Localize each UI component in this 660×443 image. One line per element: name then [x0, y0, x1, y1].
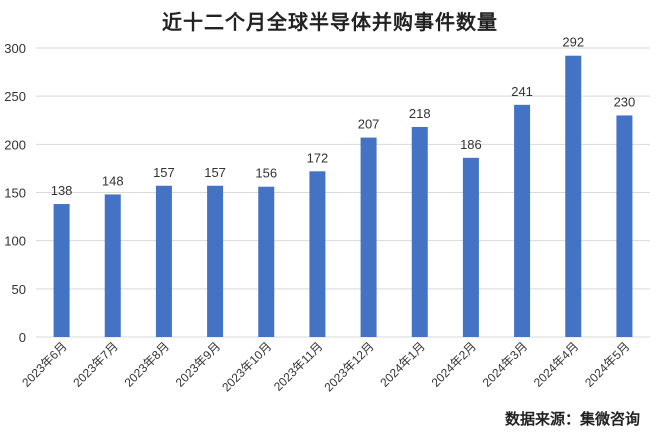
bar	[258, 186, 275, 337]
x-tick-label: 2023年6月	[19, 339, 69, 389]
bar	[207, 185, 224, 337]
bar	[155, 185, 172, 337]
bar	[462, 157, 479, 337]
bar	[616, 115, 633, 337]
data-label: 157	[204, 165, 226, 180]
source-note: 数据来源：集微咨询	[504, 410, 640, 428]
x-tick-label: 2023年8月	[122, 339, 172, 389]
y-tick-label: 300	[4, 41, 26, 56]
y-axis-tick-labels: 0 50 100 150 200 250 300	[4, 41, 26, 345]
x-tick-label: 2023年7月	[70, 339, 120, 389]
bar	[53, 204, 70, 337]
data-label: 241	[511, 84, 533, 99]
data-label: 230	[614, 94, 636, 109]
bar	[411, 126, 428, 337]
data-label: 292	[562, 35, 584, 50]
x-tick-label: 2023年12月	[322, 339, 377, 394]
chart-title: 近十二个月全球半导体并购事件数量	[162, 10, 498, 34]
data-label: 138	[51, 183, 73, 198]
data-labels: 138 148 157 157 156 172 207 218 186 241 292 230	[51, 35, 636, 198]
bar	[360, 137, 377, 337]
bar	[309, 171, 326, 337]
y-tick-label: 0	[19, 330, 26, 345]
data-label: 186	[460, 137, 482, 152]
y-tick-label: 50	[12, 282, 26, 297]
gridlines	[36, 47, 650, 338]
y-tick-label: 150	[4, 186, 26, 201]
bars	[53, 55, 633, 337]
x-tick-label: 2023年11月	[271, 339, 326, 394]
x-tick-label: 2024年2月	[429, 339, 479, 389]
x-tick-label: 2023年10月	[219, 339, 274, 394]
x-tick-label: 2024年3月	[480, 339, 530, 389]
data-label: 207	[358, 117, 380, 132]
data-label: 157	[153, 165, 175, 180]
y-tick-label: 200	[4, 137, 26, 152]
data-label: 172	[307, 150, 329, 165]
data-label: 148	[102, 173, 124, 188]
data-label: 218	[409, 106, 431, 121]
x-tick-label: 2024年5月	[582, 339, 632, 389]
data-label: 156	[255, 166, 277, 181]
bar	[565, 55, 582, 337]
x-tick-label: 2024年1月	[377, 339, 427, 389]
bar	[514, 104, 531, 337]
x-axis-tick-labels: 2023年6月 2023年7月 2023年8月 2023年9月2023年10月2023…	[19, 339, 632, 394]
y-tick-label: 250	[4, 89, 26, 104]
x-tick-label: 2024年4月	[531, 339, 581, 389]
x-tick-label: 2023年9月	[173, 339, 223, 389]
bar	[104, 194, 121, 337]
y-tick-label: 100	[4, 234, 26, 249]
